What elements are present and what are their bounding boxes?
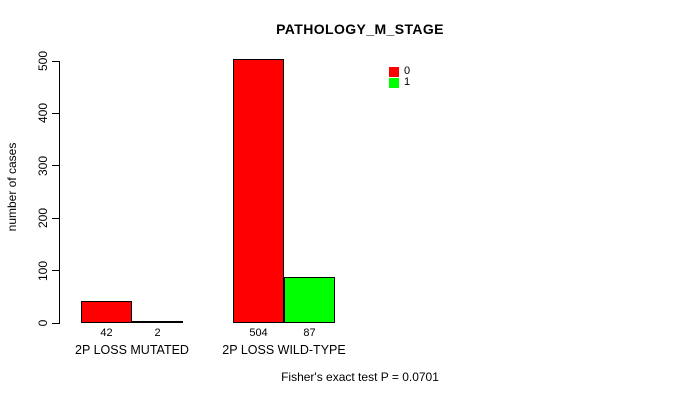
y-axis-tick-label: 100 (36, 260, 50, 281)
y-axis-tick-label: 0 (36, 319, 50, 327)
bar-value-label: 2 (154, 327, 161, 339)
fisher-test-annotation: Fisher's exact test P = 0.0701 (281, 370, 439, 384)
bar-2p-loss-wild-type-series-0 (233, 59, 284, 323)
bar-value-label: 87 (303, 327, 316, 339)
legend-swatch-icon (389, 66, 399, 77)
y-axis-tick (52, 322, 59, 324)
y-axis-tick (52, 217, 59, 219)
y-axis-line (59, 61, 60, 324)
legend-label: 0 (404, 65, 411, 77)
chart-title: PATHOLOGY_M_STAGE (276, 21, 444, 37)
bar-value-label: 42 (100, 327, 113, 339)
bar-2p-loss-mutated-series-1 (132, 321, 183, 323)
y-axis-tick (52, 270, 59, 272)
bar-2p-loss-wild-type-series-1 (284, 277, 335, 323)
legend-item: 1 (389, 77, 410, 88)
x-category-label: 2P LOSS MUTATED (75, 343, 189, 357)
y-axis-tick-label: 500 (36, 50, 50, 72)
y-axis-tick (52, 60, 59, 62)
y-axis-tick-label: 200 (36, 208, 50, 229)
y-axis-tick-label: 400 (36, 103, 50, 124)
y-axis-tick (52, 112, 59, 114)
y-axis-tick (52, 165, 59, 167)
y-axis-tick-label: 300 (36, 155, 50, 176)
legend-item: 0 (389, 66, 410, 77)
bar-2p-loss-mutated-series-0 (81, 301, 132, 323)
x-category-label: 2P LOSS WILD-TYPE (222, 343, 346, 357)
y-axis-title: number of cases (5, 142, 19, 232)
legend-swatch-icon (389, 77, 399, 88)
bar-value-label: 504 (249, 327, 268, 339)
legend-label: 1 (404, 76, 411, 88)
